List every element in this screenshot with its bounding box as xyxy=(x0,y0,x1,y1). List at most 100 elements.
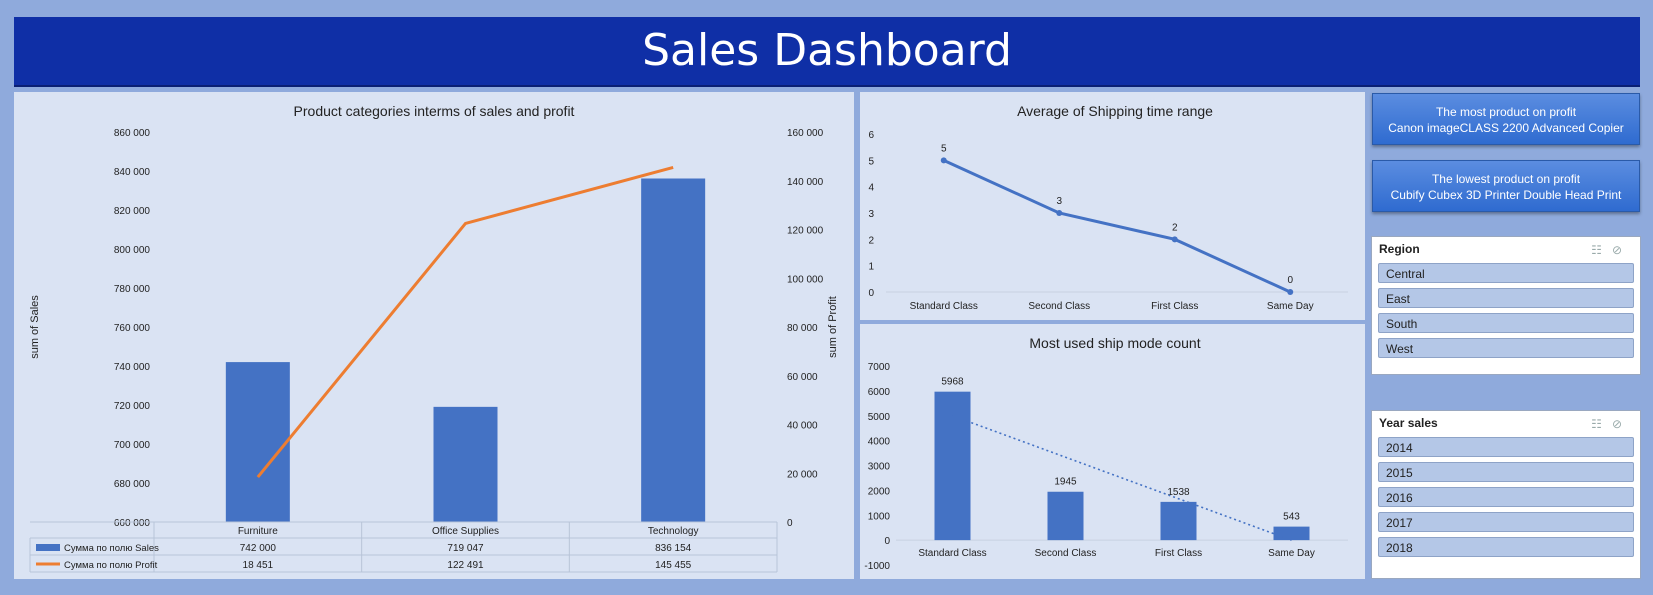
data-label: 3 xyxy=(1056,196,1062,207)
lowest-profit-product-button[interactable]: The lowest product on profit Cubify Cube… xyxy=(1372,160,1640,212)
y-tick-label: 4000 xyxy=(868,437,891,448)
x-tick-label: Standard Class xyxy=(910,301,978,312)
sales-profit-chart: Product categories interms of sales and … xyxy=(29,103,839,573)
y-tick-label: 760 000 xyxy=(114,323,151,334)
clear-filter-icon[interactable]: ⊘ xyxy=(1611,417,1632,431)
year-slicer: Year sales ☷⊘ 2014 2015 2016 2017 2018 xyxy=(1371,410,1641,579)
y2-tick-label: 160 000 xyxy=(787,128,824,139)
y-tick-label: 4 xyxy=(868,183,874,194)
y-axis-label: sum of Sales xyxy=(29,295,41,359)
year-slicer-title: Year sales xyxy=(1379,416,1438,430)
y-tick-label: 5 xyxy=(868,156,874,167)
ship-mode-chart: Most used ship mode count 7000 6000 5000 400… xyxy=(864,335,1348,572)
sales-bar xyxy=(433,406,498,522)
y-tick-label: 800 000 xyxy=(114,245,151,256)
y2-axis-label: sum of Profit xyxy=(827,296,839,358)
year-item-2014[interactable]: 2014 xyxy=(1378,437,1634,457)
lowest-profit-product: Cubify Cubex 3D Printer Double Head Prin… xyxy=(1390,188,1622,202)
data-label: 2 xyxy=(1172,222,1178,233)
y-tick-label: 740 000 xyxy=(114,362,151,373)
shipping-time-chart-panel: Average of Shipping time range 6 5 4 3 2 1 0 5 3 2… xyxy=(860,92,1365,320)
ship-mode-bar xyxy=(1160,501,1197,541)
y2-tick-label: 0 xyxy=(787,518,793,529)
multiselect-icon[interactable]: ☷ xyxy=(1591,243,1612,257)
y-tick-label: 3000 xyxy=(868,462,891,473)
most-profit-product: Canon imageCLASS 2200 Advanced Copier xyxy=(1388,121,1624,135)
data-point xyxy=(1171,236,1178,243)
profit-value-label: 145 455 xyxy=(655,560,692,571)
region-item-south[interactable]: South xyxy=(1378,313,1634,333)
y2-tick-label: 140 000 xyxy=(787,177,824,188)
y-tick-label: 700 000 xyxy=(114,440,151,451)
y-tick-label: 1000 xyxy=(868,511,891,522)
chart-title: Product categories interms of sales and … xyxy=(294,103,575,119)
title-banner: Sales Dashboard xyxy=(14,17,1640,87)
data-label: 5968 xyxy=(941,377,964,388)
data-label: 0 xyxy=(1287,275,1293,286)
chart-title: Most used ship mode count xyxy=(1029,335,1200,351)
year-slicer-header: Year sales ☷⊘ xyxy=(1372,411,1640,437)
shipping-time-chart: Average of Shipping time range 6 5 4 3 2 1 0 5 3 2… xyxy=(868,103,1348,312)
region-item-west[interactable]: West xyxy=(1378,338,1634,358)
x-tick-label: Technology xyxy=(648,526,699,537)
region-slicer-title: Region xyxy=(1379,242,1420,256)
year-item-2016[interactable]: 2016 xyxy=(1378,487,1634,507)
trendline xyxy=(952,414,1292,541)
most-profit-label: The most product on profit xyxy=(1435,105,1577,119)
slicer-tools: ☷⊘ xyxy=(1591,417,1632,431)
chart-title: Average of Shipping time range xyxy=(1017,103,1213,119)
ship-mode-bar xyxy=(934,391,971,541)
ship-mode-bar xyxy=(1273,526,1310,541)
y-tick-label: 720 000 xyxy=(114,401,151,412)
profit-value-label: 122 491 xyxy=(447,560,484,571)
y2-tick-label: 20 000 xyxy=(787,469,818,480)
y-tick-label: 2 xyxy=(868,235,874,246)
profit-value-label: 18 451 xyxy=(243,560,274,571)
sales-value-label: 719 047 xyxy=(447,543,484,554)
data-point xyxy=(1056,210,1063,216)
y-tick-label: 6 xyxy=(868,130,874,141)
y2-tick-label: 40 000 xyxy=(787,421,818,432)
y-tick-label: 820 000 xyxy=(114,206,151,217)
data-point xyxy=(940,157,947,164)
year-item-2015[interactable]: 2015 xyxy=(1378,462,1634,482)
data-label: 5 xyxy=(941,143,947,154)
shipping-time-line xyxy=(943,158,1291,294)
legend-label-sales: Сумма по полю Sales xyxy=(64,543,159,554)
y-tick-label: 6000 xyxy=(868,387,891,398)
data-point xyxy=(1287,289,1294,295)
y-tick-label: 2000 xyxy=(868,486,891,497)
ship-mode-bar xyxy=(1047,491,1084,541)
x-tick-label: Same Day xyxy=(1268,548,1315,559)
region-slicer: Region ☷⊘ Central East South West xyxy=(1371,236,1641,375)
x-tick-label: Second Class xyxy=(1028,301,1090,312)
x-tick-label: First Class xyxy=(1151,301,1198,312)
y-tick-label: 660 000 xyxy=(114,518,151,529)
x-tick-label: First Class xyxy=(1155,548,1202,559)
y-tick-label: 0 xyxy=(868,288,874,299)
x-tick-label: Furniture xyxy=(238,526,278,537)
x-tick-label: Same Day xyxy=(1267,301,1314,312)
sales-value-label: 742 000 xyxy=(240,543,277,554)
data-label: 1945 xyxy=(1054,477,1077,488)
most-profit-product-button[interactable]: The most product on profit Canon imageCL… xyxy=(1372,93,1640,145)
y2-tick-label: 100 000 xyxy=(787,274,824,285)
legend-swatch-sales xyxy=(36,544,60,551)
clear-filter-icon[interactable]: ⊘ xyxy=(1611,243,1632,257)
x-tick-label: Second Class xyxy=(1035,548,1097,559)
sales-value-label: 836 154 xyxy=(655,543,692,554)
y-tick-label: 3 xyxy=(868,209,874,220)
sales-bar xyxy=(225,362,290,522)
y2-tick-label: 80 000 xyxy=(787,323,818,334)
slicer-tools: ☷⊘ xyxy=(1591,243,1632,257)
y-tick-label: 860 000 xyxy=(114,128,151,139)
multiselect-icon[interactable]: ☷ xyxy=(1591,417,1612,431)
y2-tick-label: 120 000 xyxy=(787,226,824,237)
year-item-2017[interactable]: 2017 xyxy=(1378,512,1634,532)
y-tick-label: 780 000 xyxy=(114,284,151,295)
region-item-central[interactable]: Central xyxy=(1378,263,1634,283)
y-tick-label: 1 xyxy=(868,262,874,273)
year-item-2018[interactable]: 2018 xyxy=(1378,537,1634,557)
region-item-east[interactable]: East xyxy=(1378,288,1634,308)
profit-line xyxy=(256,166,674,478)
